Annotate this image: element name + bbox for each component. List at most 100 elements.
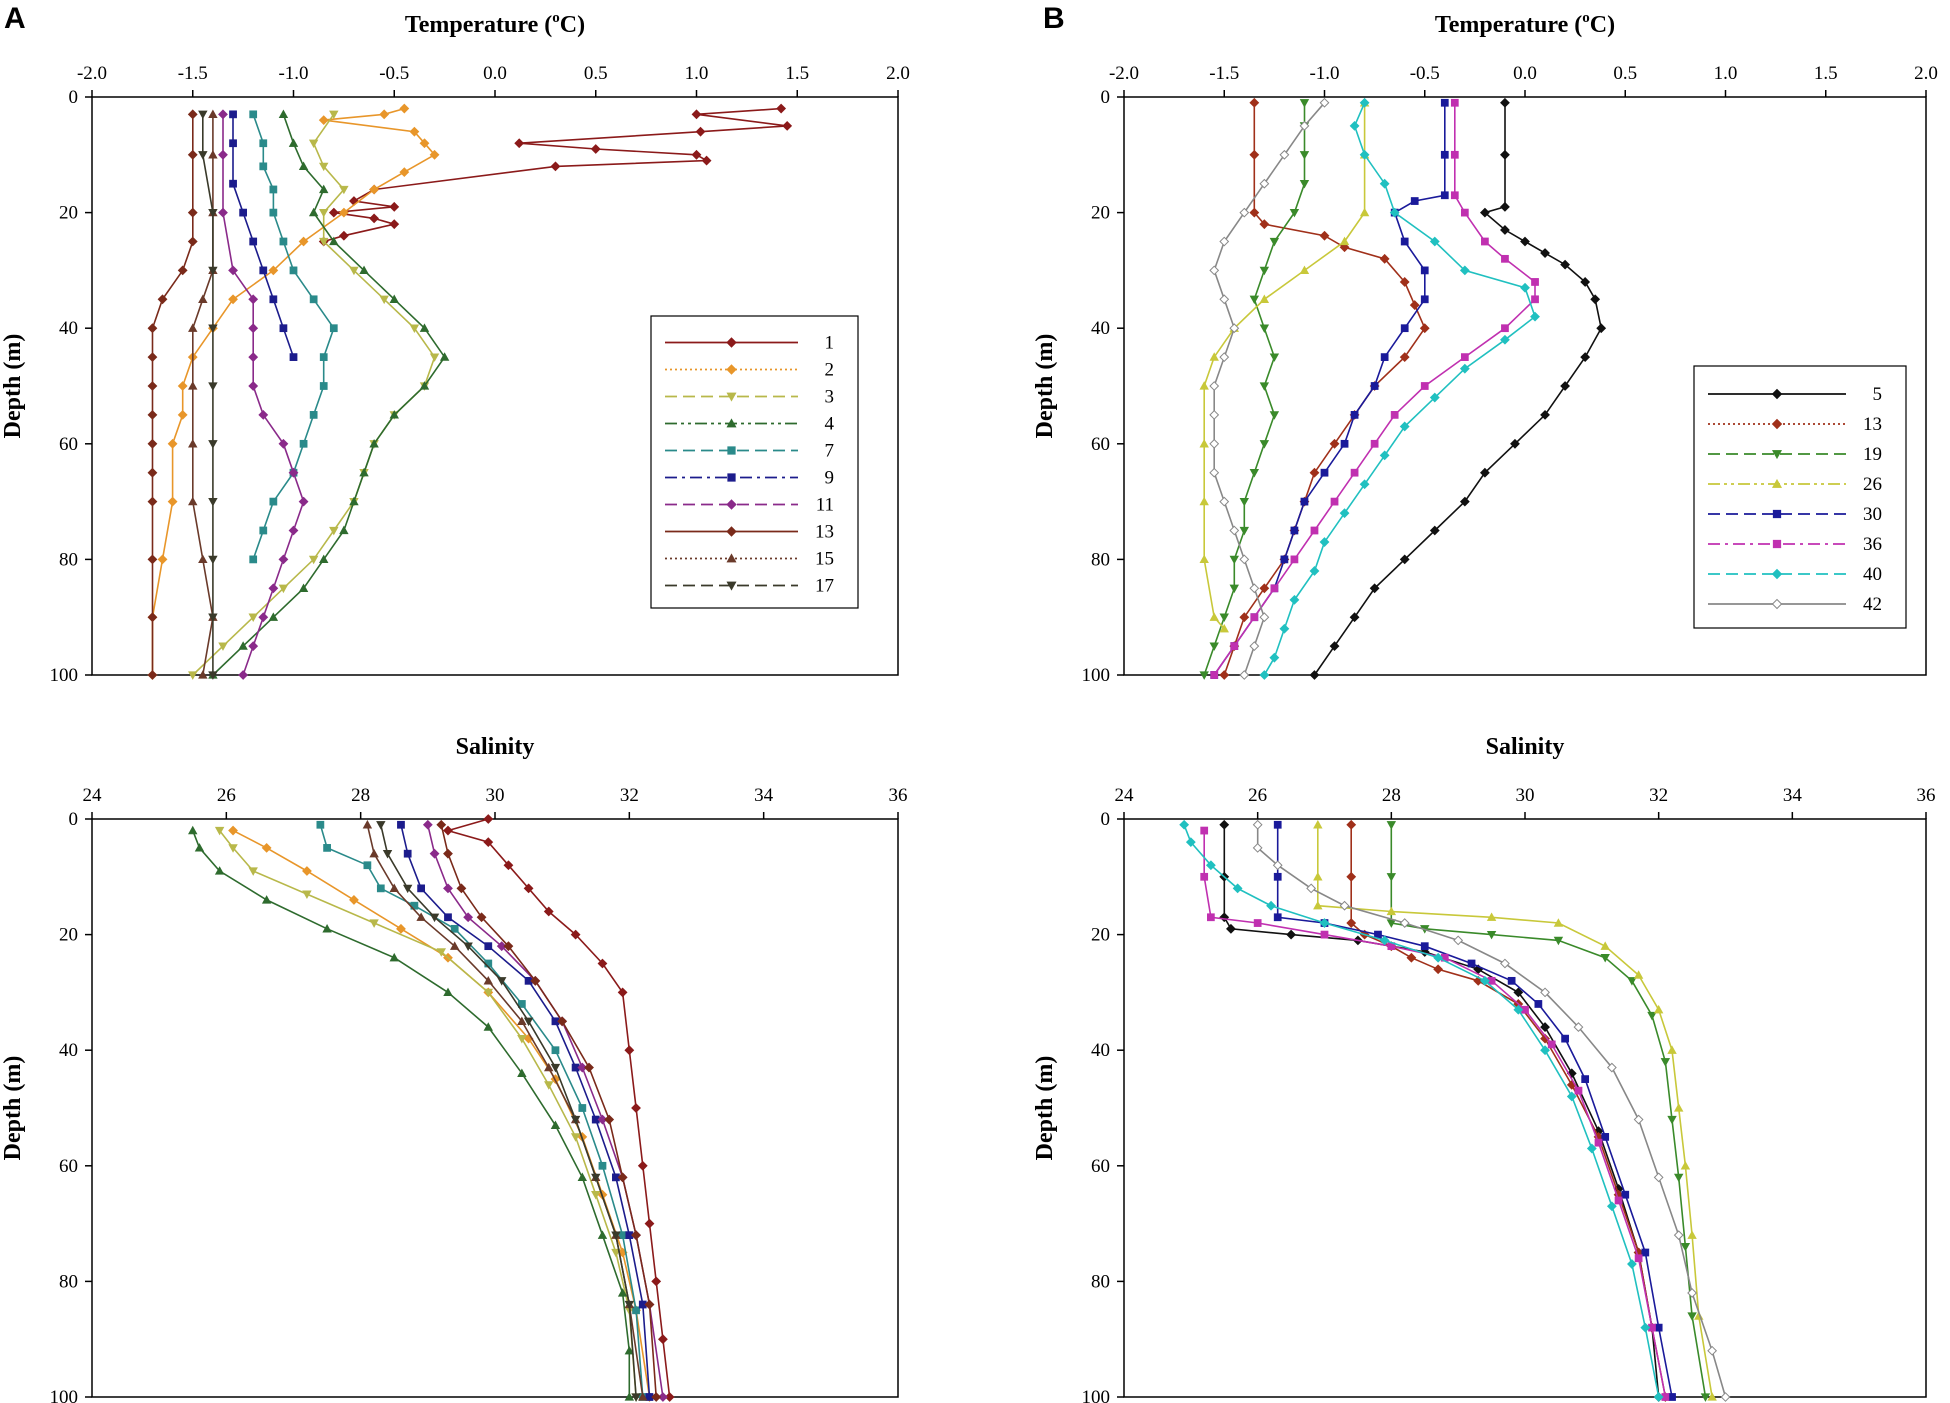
data-point (1479, 975, 1490, 986)
data-point (1654, 1323, 1663, 1332)
x-tick-label: 1.5 (1814, 63, 1838, 84)
data-point (1199, 438, 1209, 448)
x-tick-label: 0.5 (1613, 63, 1637, 84)
data-point (1239, 612, 1250, 623)
x-tick-label: 26 (1248, 785, 1267, 806)
data-point (269, 185, 278, 194)
x-tick-label: -2.0 (77, 63, 107, 84)
y-tick-label: 80 (59, 1271, 78, 1292)
data-point (463, 912, 474, 923)
data-point (1389, 207, 1400, 218)
data-point (187, 236, 198, 247)
data-point (1513, 987, 1524, 998)
data-point (544, 1081, 554, 1090)
legend-item-4: 4 (665, 414, 835, 435)
data-point (1594, 1138, 1603, 1147)
data-point (208, 440, 218, 449)
data-point (1399, 918, 1410, 928)
series-1 (318, 103, 793, 247)
data-point (389, 201, 400, 212)
data-point (1219, 352, 1230, 363)
data-point (1239, 497, 1250, 507)
data-point (1481, 237, 1489, 246)
data-point (379, 109, 390, 120)
data-point (1339, 900, 1350, 911)
data-point (1249, 583, 1260, 594)
data-point (402, 884, 413, 894)
data-point (624, 1392, 635, 1401)
x-tick-label: 26 (217, 785, 236, 806)
data-point (319, 162, 329, 172)
data-point (483, 837, 494, 848)
x-tick-label: -0.5 (1410, 63, 1440, 84)
data-point (1340, 439, 1349, 448)
data-point (302, 890, 312, 899)
data-point (188, 438, 198, 448)
data-point (259, 162, 268, 171)
legend-marker (1771, 568, 1783, 580)
data-point (1259, 294, 1270, 303)
data-point (147, 554, 158, 565)
data-point (514, 138, 525, 149)
data-point (1290, 526, 1299, 535)
data-point (1500, 149, 1510, 160)
data-point (1239, 670, 1250, 680)
data-point (496, 941, 507, 952)
legend-item-13: 13 (665, 522, 834, 543)
data-point (409, 126, 420, 137)
x-tick-label: -1.0 (278, 63, 308, 84)
series-13 (147, 109, 198, 680)
data-point (1500, 225, 1510, 235)
data-point (1687, 1312, 1697, 1321)
data-point (409, 324, 420, 334)
data-point (329, 324, 338, 333)
data-point (1520, 282, 1530, 293)
data-point (1580, 352, 1591, 363)
legend-marker (1772, 509, 1782, 519)
series-line (212, 114, 446, 676)
data-point (249, 555, 258, 564)
data-point (188, 825, 198, 835)
data-point (322, 924, 332, 933)
series-30 (1273, 820, 1676, 1401)
data-point (1289, 208, 1300, 218)
data-point (1399, 421, 1410, 432)
series-42 (1209, 97, 1330, 680)
data-point (1379, 178, 1390, 189)
data-point (1259, 583, 1270, 594)
data-point (1399, 352, 1410, 363)
data-point (1309, 566, 1320, 576)
y-tick-label: 80 (1091, 549, 1110, 570)
series-line (1213, 102, 1446, 676)
data-point (389, 219, 400, 230)
data-point (288, 138, 299, 147)
data-point (1329, 641, 1340, 652)
data-point (288, 525, 299, 536)
data-point (1370, 439, 1379, 448)
data-point (1440, 150, 1449, 159)
panel-letter-b: B (1043, 2, 1065, 35)
data-point (187, 109, 198, 120)
data-point (419, 381, 430, 390)
data-point (1209, 438, 1220, 449)
y-tick-label: 40 (1091, 318, 1110, 339)
data-point (188, 496, 198, 506)
x-tick-label: 2.0 (886, 63, 910, 84)
data-point (631, 1230, 641, 1241)
legend-label: 13 (1863, 414, 1882, 435)
data-point (1687, 1288, 1697, 1298)
legend-label: 26 (1863, 474, 1882, 495)
data-point (147, 438, 158, 449)
series-line (218, 830, 637, 1398)
y-axis-label: Depth (m) (1032, 1056, 1058, 1161)
chart-b-salinity: Salinity 24 26 28 30 32 34 36 0 20 40 60 80 100 Depth … (1032, 734, 1936, 1403)
data-point (302, 866, 312, 876)
data-point (1390, 411, 1399, 419)
data-point (1286, 929, 1296, 940)
data-point (319, 353, 328, 361)
series-2 (147, 103, 440, 680)
legend-marker (726, 392, 737, 402)
data-point (1574, 1086, 1583, 1095)
data-point (1313, 871, 1323, 881)
data-point (248, 641, 259, 652)
